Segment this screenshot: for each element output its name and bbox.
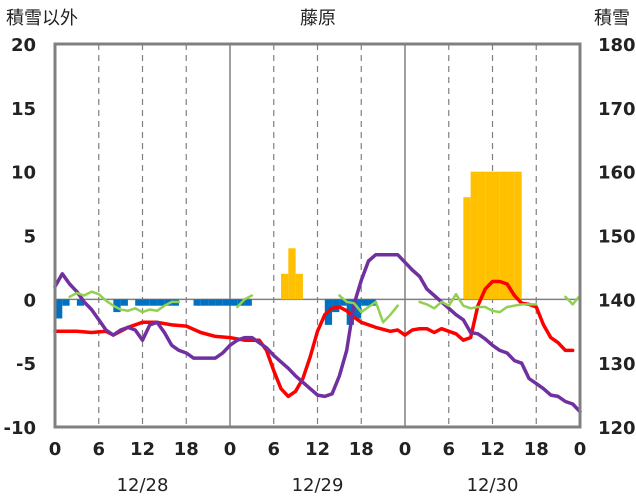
green-line: [418, 292, 538, 314]
orange-bar: [477, 171, 486, 300]
orange-bar: [281, 273, 289, 300]
right-tick-label: 160: [598, 163, 636, 184]
x-tick-label: 0: [574, 439, 587, 460]
x-tick-label: 0: [399, 439, 412, 460]
date-label: 12/28: [117, 475, 169, 496]
left-tick-label: -5: [16, 354, 36, 375]
blue-bar: [135, 299, 143, 306]
left-axis-label: 積雪以外: [6, 8, 78, 29]
left-tick-label: 10: [11, 163, 36, 184]
x-tick-label: 18: [524, 439, 549, 460]
x-tick-label: 12: [305, 439, 330, 460]
left-tick-label: 5: [23, 227, 36, 248]
left-tick-label: 0: [23, 290, 36, 311]
blue-bar: [113, 299, 121, 313]
purple-line: [53, 252, 582, 414]
x-tick-label: 6: [92, 439, 105, 460]
blue-bar: [332, 299, 340, 313]
orange-bar: [499, 171, 508, 300]
date-label: 12/30: [467, 475, 519, 496]
blue-bar: [149, 299, 158, 306]
plot-frame: [53, 42, 582, 429]
x-tick-label: 18: [174, 439, 199, 460]
x-tick-label: 12: [480, 439, 505, 460]
blue-bar: [208, 299, 216, 306]
left-axis-ticks: 20 15 10 5 0 -5 -10: [3, 35, 36, 439]
red-line: [53, 279, 575, 399]
blue-bar: [62, 299, 70, 306]
right-tick-label: 130: [598, 354, 636, 375]
date-label: 12/29: [292, 475, 344, 496]
blue-bar: [200, 299, 209, 306]
x-tick-label: 6: [267, 439, 280, 460]
orange-bar: [463, 197, 471, 300]
right-tick-label: 150: [598, 227, 636, 248]
blue-bar: [55, 299, 63, 319]
green-line: [564, 294, 582, 306]
right-tick-label: 170: [598, 99, 636, 120]
blue-bar: [215, 299, 223, 306]
orange-bar: [514, 171, 522, 300]
blue-bar: [120, 299, 128, 306]
right-tick-label: 120: [598, 418, 636, 439]
orange-bar: [288, 248, 296, 300]
chart-title: 藤原: [300, 8, 336, 29]
blue-bar: [193, 299, 201, 306]
right-axis-ticks: 180 170 160 150 140 130 120: [598, 35, 636, 439]
right-tick-label: 140: [598, 290, 636, 311]
blue-bar: [76, 299, 85, 306]
orange-bar: [492, 171, 500, 300]
right-tick-label: 180: [598, 35, 636, 56]
blue-bar: [230, 299, 238, 306]
line-marks: [53, 252, 582, 414]
orange-bar: [295, 273, 303, 300]
right-axis-label: 積雪: [594, 8, 630, 29]
blue-bar: [157, 299, 165, 306]
blue-bar: [361, 299, 369, 306]
date-labels: 12/28 12/29 12/30: [117, 475, 519, 496]
x-tick-label: 18: [349, 439, 374, 460]
orange-bar: [507, 171, 515, 300]
orange-bar: [470, 171, 478, 300]
x-tick-label: 6: [442, 439, 455, 460]
x-tick-label: 0: [49, 439, 62, 460]
left-tick-label: -10: [3, 418, 36, 439]
blue-bar: [339, 299, 347, 306]
green-line: [338, 294, 399, 324]
orange-bar: [485, 171, 493, 300]
blue-bar: [368, 299, 376, 306]
blue-bar: [222, 299, 230, 306]
green-line: [236, 294, 254, 309]
x-axis-ticks: 0 6 12 18 0 6 12 18 0 6 12 18 0: [49, 439, 587, 460]
left-tick-label: 20: [11, 35, 36, 56]
green-line: [68, 290, 181, 314]
blue-bar: [244, 299, 252, 306]
x-tick-label: 0: [224, 439, 237, 460]
blue-bar: [142, 299, 150, 306]
x-tick-label: 12: [130, 439, 155, 460]
left-tick-label: 15: [11, 99, 36, 120]
